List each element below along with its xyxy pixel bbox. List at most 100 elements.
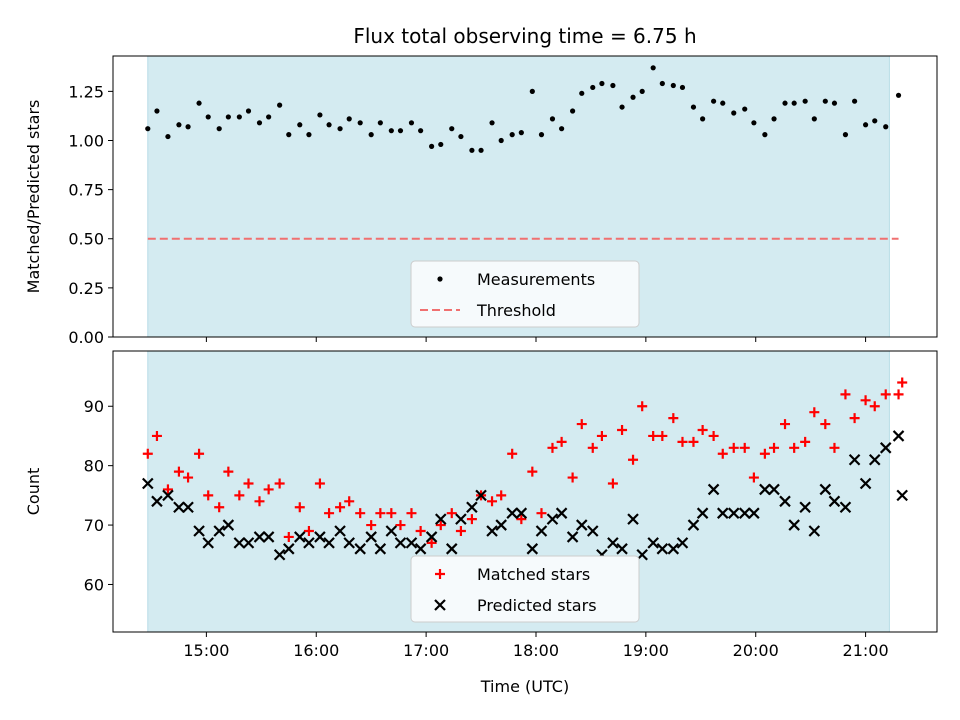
matched-star-point bbox=[426, 537, 437, 548]
predicted-star-point bbox=[647, 537, 659, 549]
matched-star-point bbox=[263, 484, 274, 495]
y-axis-label: Count bbox=[24, 468, 43, 516]
measurement-point bbox=[357, 120, 363, 126]
legend: Matched stars Predicted stars bbox=[410, 555, 640, 623]
predicted-star-point bbox=[896, 489, 908, 502]
legend-box bbox=[410, 260, 640, 328]
predicted-star-point bbox=[696, 507, 709, 519]
matched-star-point bbox=[386, 508, 397, 519]
matched-star-point bbox=[587, 442, 598, 453]
measurement-point bbox=[256, 120, 263, 126]
predicted-star-point bbox=[506, 507, 518, 519]
predicted-star-point bbox=[727, 507, 740, 519]
matched-star-point bbox=[637, 401, 648, 412]
matched-star-point bbox=[203, 490, 214, 501]
legend-box bbox=[410, 555, 640, 623]
matched-star-point bbox=[283, 531, 294, 542]
measurement-point bbox=[317, 112, 323, 118]
predicted-star-point bbox=[716, 507, 729, 519]
y-tick-label: 70 bbox=[84, 516, 104, 535]
matched-star-point bbox=[536, 508, 547, 519]
x-axis-label: Time (UTC) bbox=[480, 677, 569, 696]
legend: Measurements Threshold bbox=[410, 260, 640, 328]
measurement-point bbox=[862, 122, 869, 128]
measurement-point bbox=[397, 128, 404, 134]
predicted-star-point bbox=[627, 513, 639, 525]
matched-star-point bbox=[455, 526, 466, 537]
measurement-point bbox=[751, 120, 757, 126]
matched-star-point bbox=[556, 436, 567, 447]
measurement-point bbox=[842, 132, 849, 138]
predicted-star-point bbox=[283, 543, 295, 555]
measurement-point bbox=[478, 147, 484, 153]
measurement-point bbox=[205, 114, 211, 120]
measurement-point bbox=[630, 94, 636, 100]
matched-star-point bbox=[496, 490, 507, 501]
matched-star-point bbox=[547, 442, 558, 453]
predicted-star-point bbox=[535, 525, 548, 537]
matched-star-point bbox=[335, 502, 346, 513]
matched-star-point bbox=[395, 520, 406, 531]
measurement-point bbox=[570, 108, 576, 114]
matched-star-point bbox=[668, 413, 679, 424]
matched-star-point bbox=[688, 436, 699, 447]
predicted-star-point bbox=[575, 519, 588, 531]
matched-star-point bbox=[708, 430, 719, 441]
matched-star-point bbox=[780, 419, 791, 430]
predicted-star-point bbox=[586, 525, 599, 537]
measurement-point bbox=[245, 108, 252, 114]
measurement-point bbox=[771, 116, 777, 122]
matched-star-point bbox=[446, 508, 457, 519]
matched-star-point bbox=[789, 442, 800, 453]
measurement-point bbox=[791, 100, 797, 106]
matched-star-point bbox=[507, 448, 518, 459]
predicted-star-point bbox=[738, 507, 751, 519]
matched-star-point bbox=[142, 448, 153, 459]
legend-label: Threshold bbox=[476, 301, 556, 320]
predicted-star-point bbox=[233, 537, 246, 549]
predicted-star-point bbox=[242, 537, 255, 549]
legend-label: Measurements bbox=[477, 270, 595, 289]
measurement-point bbox=[599, 80, 605, 87]
matched-star-point bbox=[314, 478, 325, 489]
measurement-point bbox=[165, 133, 171, 140]
predicted-star-point bbox=[819, 483, 832, 496]
matched-star-point bbox=[840, 389, 851, 400]
matched-star-point bbox=[748, 472, 759, 483]
predicted-star-point bbox=[394, 537, 407, 549]
measurement-point bbox=[883, 124, 889, 130]
matched-star-point bbox=[739, 442, 750, 453]
measurement-point bbox=[145, 126, 151, 132]
measurement-point bbox=[811, 116, 817, 122]
predicted-star-point bbox=[748, 507, 760, 519]
matched-star-point bbox=[596, 430, 607, 441]
measurement-point bbox=[306, 132, 312, 138]
predicted-star-point bbox=[656, 543, 669, 555]
measurement-point bbox=[822, 98, 828, 104]
predicted-star-point bbox=[162, 489, 174, 502]
measurement-point bbox=[639, 88, 645, 94]
matched-star-point bbox=[820, 419, 831, 430]
measurement-point bbox=[377, 120, 383, 126]
matched-star-point bbox=[274, 478, 285, 489]
measurement-point bbox=[852, 98, 858, 104]
matched-star-point bbox=[869, 401, 880, 412]
legend-label: Predicted stars bbox=[477, 596, 597, 615]
matched-star-point bbox=[728, 442, 739, 453]
predicted-star-point bbox=[405, 537, 418, 549]
measurement-point bbox=[286, 132, 292, 138]
measurement-point bbox=[559, 126, 565, 132]
legend-label: Matched stars bbox=[477, 565, 590, 584]
predicted-star-point bbox=[323, 537, 335, 549]
y-axis-label: Matched/Predicted stars bbox=[24, 100, 43, 294]
measurement-point bbox=[236, 114, 242, 120]
matched-star-point bbox=[344, 496, 355, 507]
y-tick-label: 90 bbox=[84, 397, 104, 416]
measurement-point bbox=[408, 120, 415, 126]
measurement-point bbox=[720, 100, 726, 106]
predicted-star-point bbox=[667, 543, 680, 555]
measurement-point bbox=[368, 132, 374, 138]
series-marks bbox=[142, 377, 908, 561]
matched-star-point bbox=[607, 478, 618, 489]
matched-star-point bbox=[366, 520, 377, 531]
